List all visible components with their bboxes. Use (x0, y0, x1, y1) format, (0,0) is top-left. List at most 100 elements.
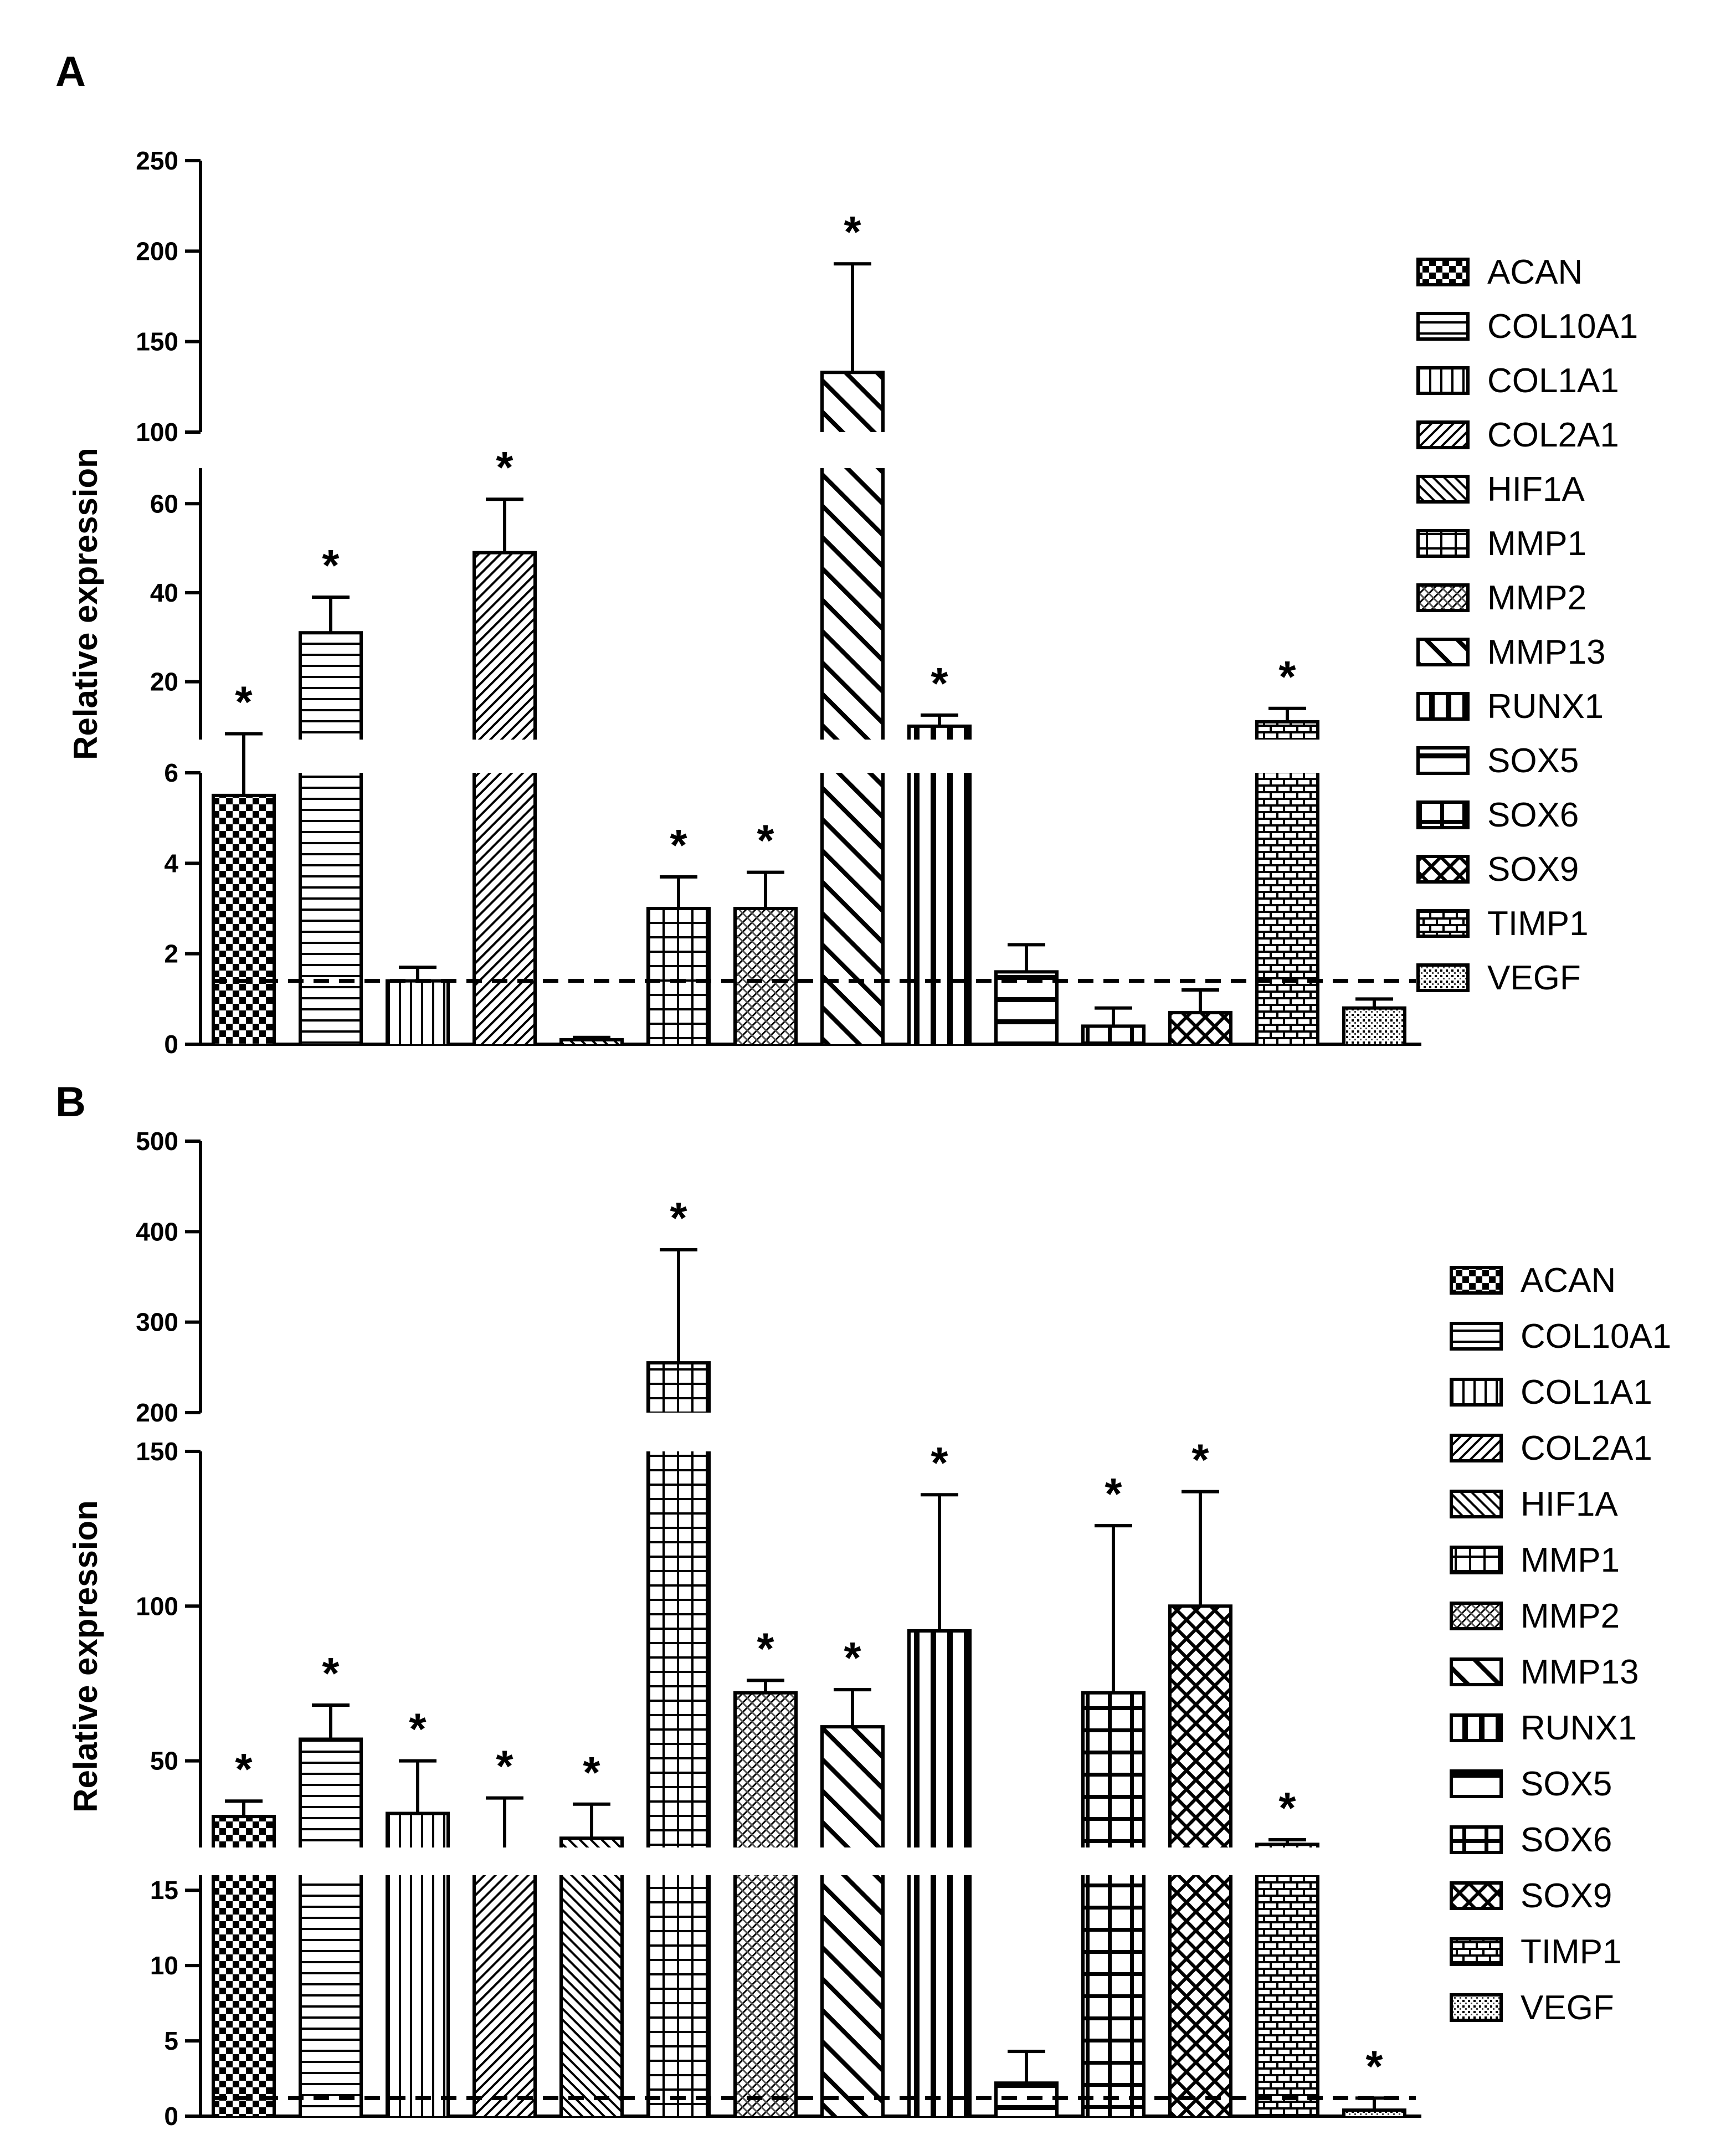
legend-label: COL2A1 (1487, 416, 1619, 454)
legend-swatch (1416, 909, 1470, 938)
legend-label: COL10A1 (1521, 1317, 1671, 1356)
legend-label: COL10A1 (1487, 307, 1638, 346)
significance-star: * (844, 207, 861, 256)
significance-star: * (1191, 1435, 1209, 1485)
panel-label: A (55, 48, 86, 95)
legend-item: COL2A1 (1450, 1429, 1652, 1467)
y-tick-label: 150 (136, 327, 178, 356)
legend-swatch (1450, 1769, 1503, 1798)
bar-fill (822, 773, 883, 1044)
y-tick-label: 250 (136, 146, 178, 175)
bar-fill (474, 1875, 535, 2116)
y-tick-label: 200 (136, 237, 178, 265)
legend-item: SOX6 (1416, 796, 1579, 834)
bar-acan (212, 1815, 276, 2116)
significance-star: * (235, 1744, 253, 1794)
legend-swatch (1450, 1602, 1503, 1630)
bar-fill (909, 726, 970, 740)
y-tick-label: 5 (164, 2026, 178, 2055)
significance-star: * (496, 1742, 513, 1791)
bar-fill (213, 795, 274, 1044)
y-tick-label: 0 (164, 2102, 178, 2131)
significance-star: * (322, 541, 340, 590)
bar-fill (648, 1451, 709, 1847)
significance-star: * (931, 1438, 948, 1487)
bar-vegf (1342, 2108, 1406, 2116)
legend-swatch (1416, 312, 1470, 341)
y-tick-label: 50 (150, 1747, 178, 1775)
significance-star: * (1278, 652, 1296, 701)
y-tick-label: 15 (150, 1876, 178, 1905)
bar-fill (561, 1838, 622, 1847)
legend-label: RUNX1 (1487, 687, 1604, 726)
bar-timp1 (1255, 720, 1319, 1044)
legend-label: SOX6 (1521, 1821, 1612, 1859)
bar-mmp2 (733, 907, 798, 1044)
significance-star: * (1105, 1469, 1122, 1518)
bar-fill (300, 633, 361, 740)
legend-swatch (1450, 1825, 1503, 1854)
bar-fill (909, 1630, 970, 1847)
legend-item: VEGF (1450, 1989, 1614, 2027)
bar-fill (1170, 1012, 1231, 1044)
legend-item: MMP13 (1416, 633, 1606, 671)
y-axis-label: Relative expression (67, 448, 104, 760)
significance-star: * (322, 1649, 340, 1698)
panel-label: B (55, 1079, 86, 1126)
significance-star: * (409, 1705, 427, 1754)
legend-swatch (1416, 258, 1470, 286)
legend-swatch (1416, 420, 1470, 449)
legend-label: SOX5 (1487, 742, 1579, 780)
legend-item: SOX5 (1450, 1765, 1612, 1803)
significance-star: * (1365, 2041, 1383, 2091)
legend-item: HIF1A (1416, 470, 1585, 509)
y-tick-label: 40 (150, 578, 178, 607)
bar-fill (996, 972, 1057, 1044)
legend-swatch (1416, 963, 1470, 992)
legend-item: MMP13 (1450, 1653, 1639, 1691)
bar-fill (822, 468, 883, 740)
legend-item: RUNX1 (1416, 687, 1604, 726)
significance-star: * (931, 659, 948, 708)
significance-star: * (844, 1633, 861, 1682)
legend-item: MMP2 (1450, 1597, 1620, 1635)
significance-star: * (757, 1624, 774, 1673)
legend-item: COL10A1 (1416, 307, 1638, 346)
bar-hif1a (559, 1836, 624, 2116)
significance-star: * (757, 816, 774, 865)
legend-item: COL1A1 (1450, 1373, 1652, 1412)
bar-sox5 (994, 970, 1059, 1044)
y-tick-label: 4 (164, 849, 178, 877)
legend-label: COL2A1 (1521, 1429, 1652, 1467)
y-tick-label: 20 (150, 668, 178, 696)
bar-fill (822, 1875, 883, 2116)
legend-item: MMP2 (1416, 579, 1586, 617)
legend-label: MMP13 (1521, 1653, 1639, 1691)
significance-star: * (235, 678, 253, 727)
legend-label: RUNX1 (1521, 1709, 1637, 1747)
bar-fill (909, 1875, 970, 2116)
legend-swatch (1450, 1490, 1503, 1518)
bar-fill (735, 909, 796, 1044)
legend-swatch (1416, 746, 1470, 775)
bar-fill (648, 1363, 709, 1413)
legend-swatch (1450, 1993, 1503, 2022)
y-tick-label: 200 (136, 1398, 178, 1427)
bar-fill (474, 552, 535, 740)
legend-item: COL10A1 (1450, 1317, 1671, 1356)
bar-col1a1 (386, 1811, 450, 2116)
bar-fill (1344, 1008, 1405, 1044)
legend-swatch (1416, 583, 1470, 612)
bar-fill (1170, 1875, 1231, 2116)
significance-star: * (670, 820, 687, 870)
bar-fill (735, 1692, 796, 1847)
bar-col10a1 (299, 631, 363, 1044)
legend-label: TIMP1 (1487, 905, 1589, 943)
significance-star: * (583, 1748, 600, 1797)
bar-fill (1083, 1026, 1144, 1044)
legend-item: TIMP1 (1416, 905, 1589, 943)
bar-mmp13 (820, 1725, 885, 2116)
bar-fill (1170, 1606, 1231, 1847)
y-tick-label: 150 (136, 1437, 178, 1466)
bar-fill (387, 1813, 448, 1847)
